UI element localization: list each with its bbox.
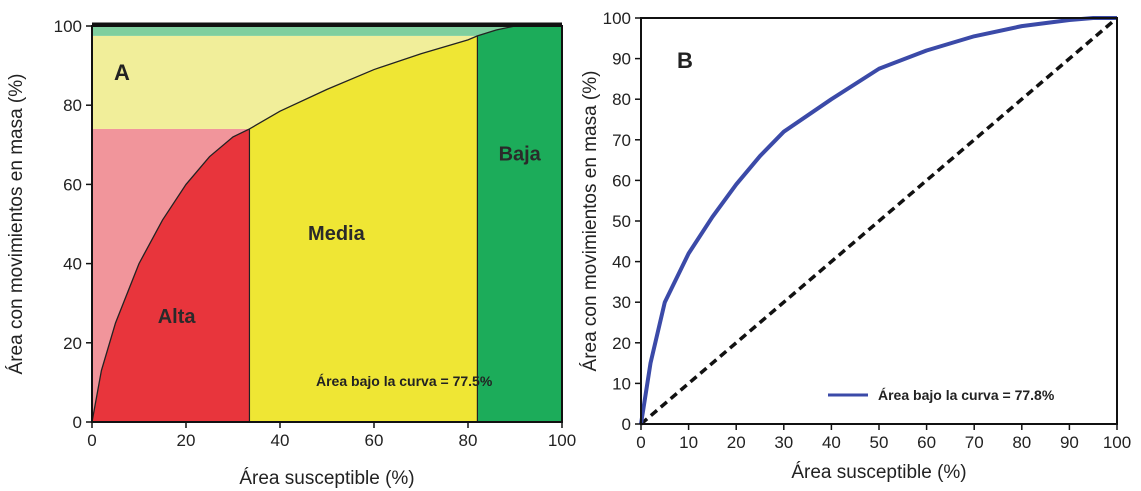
x-tick-label: 60 [365, 431, 384, 450]
zone-band-baja [92, 26, 562, 36]
y-tick-label: 20 [63, 334, 82, 353]
chart-a-curve [91, 25, 562, 423]
x-tick-label: 100 [548, 431, 576, 450]
y-tick-label: 20 [612, 334, 631, 353]
y-tick-label: 30 [612, 293, 631, 312]
chart-b-reference-line [639, 16, 1119, 426]
y-tick-label: 80 [612, 90, 631, 109]
y-tick-label: 40 [612, 253, 631, 272]
chart-b-legend: Área bajo la curva = 77.8% [828, 387, 1055, 403]
x-tick-label: 90 [1060, 433, 1079, 452]
y-tick-label: 100 [54, 17, 82, 36]
x-tick-label: 20 [177, 431, 196, 450]
x-tick-label: 60 [917, 433, 936, 452]
x-tick-label: 0 [636, 433, 645, 452]
chart-a-curve-layer [91, 22, 562, 423]
x-tick-label: 80 [459, 431, 478, 450]
chart-a-panel-label: A [114, 60, 130, 85]
y-tick-label: 60 [612, 171, 631, 190]
y-tick-label: 0 [73, 413, 82, 432]
x-tick-label: 20 [727, 433, 746, 452]
y-tick-label: 80 [63, 96, 82, 115]
chart-a-frame [91, 25, 563, 423]
y-tick-label: 10 [612, 374, 631, 393]
zone-label-baja: Baja [499, 144, 542, 166]
chart-b-panel-label: B [677, 48, 693, 73]
zone-label-alta: Alta [158, 306, 197, 328]
x-tick-label: 40 [271, 431, 290, 450]
chart-b: 0 10 20 30 40 50 60 70 80 90 100 0 10 20 30 40 50 60 70 80 9… [580, 9, 1131, 483]
x-tick-label: 0 [87, 431, 96, 450]
chart-b-lines [639, 16, 1119, 426]
zone-area-media [249, 35, 478, 423]
x-tick-label: 30 [774, 433, 793, 452]
chart-b-frame [640, 17, 1118, 425]
x-tick-label: 40 [822, 433, 841, 452]
chart-b-series-line-0 [639, 16, 1117, 425]
y-tick-label: 0 [622, 415, 631, 434]
x-tick-label: 50 [870, 433, 889, 452]
y-tick-label: 70 [612, 131, 631, 150]
x-tick-label: 100 [1103, 433, 1131, 452]
y-tick-label: 40 [63, 255, 82, 274]
y-tick-label: 50 [612, 212, 631, 231]
chart-a: Alta Media Baja 0 20 40 60 80 100 0 20 40 60 80 100 A… [6, 17, 576, 489]
zone-label-media: Media [308, 223, 366, 245]
chart-b-x-axis-label: Área susceptible (%) [791, 462, 966, 483]
chart-b-legend-label: Área bajo la curva = 77.8% [878, 387, 1055, 403]
y-tick-label: 100 [603, 9, 631, 28]
chart-a-annotation: Área bajo la curva = 77.5% [316, 373, 493, 389]
y-tick-label: 60 [63, 175, 82, 194]
chart-b-y-axis-label: Área con movimientos en masa (%) [580, 71, 601, 372]
y-tick-label: 90 [612, 50, 631, 69]
x-tick-label: 10 [679, 433, 698, 452]
zone-area-alta [92, 128, 250, 422]
chart-a-x-axis-label: Área susceptible (%) [239, 468, 414, 489]
x-tick-label: 70 [965, 433, 984, 452]
chart-a-zones: Alta Media Baja [92, 26, 562, 423]
x-tick-label: 80 [1012, 433, 1031, 452]
zone-area-baja [477, 26, 562, 422]
chart-a-y-axis-label: Área con movimientos en masa (%) [6, 74, 27, 375]
